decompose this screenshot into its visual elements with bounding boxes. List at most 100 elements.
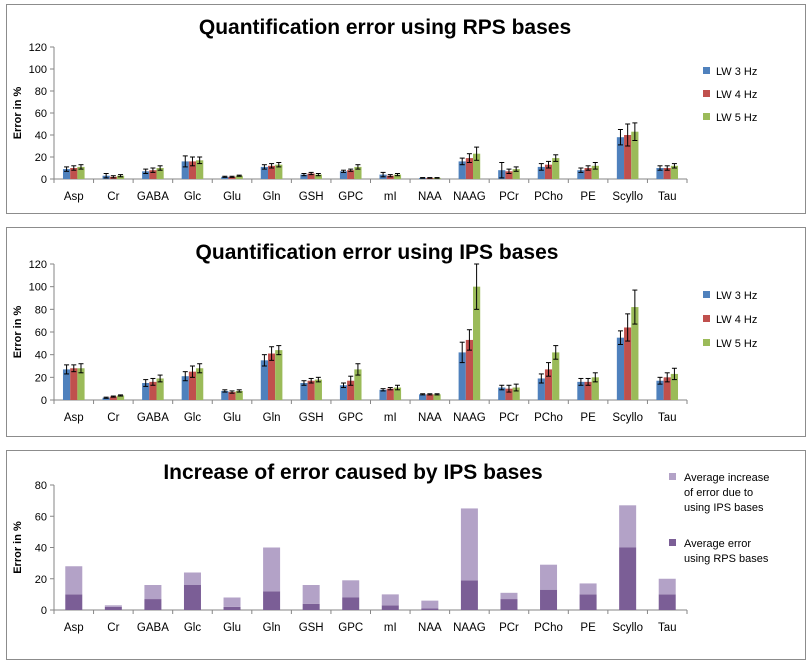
bar-glu-average-increase-of-error-due-to-using-ips-bases xyxy=(223,597,241,607)
increase-legend: Average increase of error due to using IPS… xyxy=(669,472,769,565)
bar-pcho-lw-3-hz xyxy=(537,378,545,400)
legend-swatch-lw-4-hz xyxy=(703,315,710,322)
bar-gln-lw-4-hz xyxy=(267,165,276,179)
x-tick-label-gpc: GPC xyxy=(338,191,363,203)
legend-label-lw-3-hz: LW 3 Hz xyxy=(716,290,757,302)
legend-swatch-lw-5-hz xyxy=(703,339,710,346)
bar-gaba-lw-4-hz xyxy=(149,170,157,179)
y-tick-label: 120 xyxy=(29,42,47,54)
bar-naag-lw-3-hz xyxy=(458,161,466,179)
bar-naag-lw-3-hz xyxy=(458,352,466,400)
x-tick-label-asp: Asp xyxy=(64,412,84,424)
bar-gsh-lw-4-hz xyxy=(307,380,315,400)
bar-cr-average-increase-of-error-due-to-using-ips-bases xyxy=(104,605,122,607)
bar-scyllo-lw-3-hz xyxy=(616,137,625,179)
ips-bars xyxy=(62,263,679,400)
bar-asp-lw-4-hz xyxy=(70,368,78,400)
rps-chart: Quantification error using RPS bases 0 20… xyxy=(12,16,757,203)
x-tick-label-naa: NAA xyxy=(418,191,442,203)
ips-chart-panel: Quantification error using IPS bases 0 20… xyxy=(6,227,806,437)
y-tick-label: 60 xyxy=(35,511,47,523)
bar-pcho-lw-4-hz xyxy=(544,164,553,179)
bar-cr-lw-4-hz xyxy=(109,396,117,400)
increase-chart-panel: Increase of error caused by IPS bases 0 2… xyxy=(6,450,806,660)
x-tick-label-tau: Tau xyxy=(658,622,677,634)
bar-glu-lw-4-hz xyxy=(228,392,236,400)
bar-tau-lw-3-hz xyxy=(656,168,664,179)
bar-glc-average-increase-of-error-due-to-using-ips-bases xyxy=(183,572,201,585)
bar-naag-lw-4-hz xyxy=(465,158,474,179)
bar-tau-lw-5-hz xyxy=(670,165,679,179)
bar-tau-average-increase-of-error-due-to-using-ips-bases xyxy=(658,578,676,595)
legend-label-lw-5-hz: LW 5 Hz xyxy=(716,112,757,124)
legend-swatch-average-error-using-rps-bases xyxy=(669,539,676,546)
bar-gsh-lw-3-hz xyxy=(300,174,308,179)
bar-gln-lw-5-hz xyxy=(275,164,283,179)
y-tick-label: 0 xyxy=(41,605,47,617)
y-tick-label: 20 xyxy=(35,152,47,164)
bar-gln-average-increase-of-error-due-to-using-ips-bases xyxy=(263,547,281,592)
rps-chart-panel: Quantification error using RPS bases 0 20… xyxy=(6,4,806,214)
x-tick-label-asp: Asp xyxy=(64,622,84,634)
bar-scyllo-lw-5-hz xyxy=(631,307,639,400)
bar-pe-lw-4-hz xyxy=(584,168,592,179)
x-tick-label-gaba: GABA xyxy=(137,191,169,203)
bar-asp-lw-4-hz xyxy=(70,168,78,179)
x-tick-label-tau: Tau xyxy=(658,412,677,424)
bar-mi-lw-3-hz xyxy=(379,389,387,400)
bar-gpc-lw-4-hz xyxy=(347,380,355,400)
x-tick-label-cr: Cr xyxy=(107,191,119,203)
bar-gpc-lw-5-hz xyxy=(354,369,362,400)
bar-pcr-lw-4-hz xyxy=(505,388,513,400)
y-tick-label: 0 xyxy=(41,174,47,186)
x-tick-label-pe: PE xyxy=(580,191,596,203)
bar-glc-lw-5-hz xyxy=(196,368,204,400)
bar-gsh-average-increase-of-error-due-to-using-ips-bases xyxy=(302,585,320,604)
increase-chart: Increase of error caused by IPS bases 0 2… xyxy=(12,461,769,634)
bar-gaba-lw-5-hz xyxy=(156,168,164,179)
bar-gpc-lw-3-hz xyxy=(339,385,348,400)
bar-pcho-average-error-using-rps-bases xyxy=(540,589,558,610)
rps-x-tick-labels: Asp Cr GABA Glc Glu Gln GSH GPC mI NAA NAAG PCr PCho… xyxy=(64,191,677,203)
bar-gln-lw-3-hz xyxy=(260,360,268,400)
bar-glu-lw-3-hz xyxy=(221,176,229,179)
bar-pcr-lw-4-hz xyxy=(505,171,513,179)
bar-scyllo-lw-4-hz xyxy=(624,135,632,179)
bar-scyllo-average-error-using-rps-bases xyxy=(619,547,637,610)
bar-cr-lw-5-hz xyxy=(116,395,125,400)
bar-mi-average-increase-of-error-due-to-using-ips-bases xyxy=(381,594,399,606)
bar-gaba-lw-5-hz xyxy=(156,378,164,400)
legend-label-average-increase-of-error-due-to-using-ips-bases: Average increase of error due to using IPS… xyxy=(684,472,769,514)
bar-gpc-lw-3-hz xyxy=(339,171,348,179)
bar-pcr-average-increase-of-error-due-to-using-ips-bases xyxy=(500,592,518,600)
bar-gln-lw-3-hz xyxy=(260,166,268,179)
x-tick-label-glu: Glu xyxy=(223,191,241,203)
bar-glu-average-error-using-rps-bases xyxy=(223,606,241,610)
y-tick-label: 100 xyxy=(29,64,47,76)
bar-gln-average-error-using-rps-bases xyxy=(263,591,281,610)
bar-asp-lw-5-hz xyxy=(77,166,85,179)
bar-asp-lw-5-hz xyxy=(77,368,85,400)
x-tick-label-naag: NAAG xyxy=(453,412,486,424)
x-tick-label-gln: Gln xyxy=(263,412,281,424)
y-tick-label: 0 xyxy=(41,395,47,407)
y-axis-label: Error in % xyxy=(12,521,24,574)
bar-mi-lw-5-hz xyxy=(393,174,402,179)
legend-swatch-lw-5-hz xyxy=(703,113,710,120)
x-tick-label-cr: Cr xyxy=(107,412,119,424)
bar-asp-lw-3-hz xyxy=(62,169,71,179)
bar-pcr-lw-5-hz xyxy=(512,387,520,400)
x-tick-label-scyllo: Scyllo xyxy=(612,412,643,424)
x-tick-label-asp: Asp xyxy=(64,191,84,203)
bar-naag-lw-5-hz xyxy=(473,286,481,400)
legend-label-lw-5-hz: LW 5 Hz xyxy=(716,338,757,350)
x-tick-label-scyllo: Scyllo xyxy=(612,191,643,203)
bar-gpc-average-error-using-rps-bases xyxy=(342,597,360,610)
bar-naa-lw-4-hz xyxy=(426,394,434,400)
bar-naag-lw-5-hz xyxy=(473,153,481,179)
bar-naag-average-increase-of-error-due-to-using-ips-bases xyxy=(460,508,478,581)
ips-x-tick-labels: Asp Cr GABA Glc Glu Gln GSH GPC mI NAA NAAG PCr PCho… xyxy=(64,412,677,424)
x-tick-label-pcho: PCho xyxy=(534,191,563,203)
x-tick-label-pcho: PCho xyxy=(534,622,563,634)
bar-glc-lw-3-hz xyxy=(181,376,189,400)
